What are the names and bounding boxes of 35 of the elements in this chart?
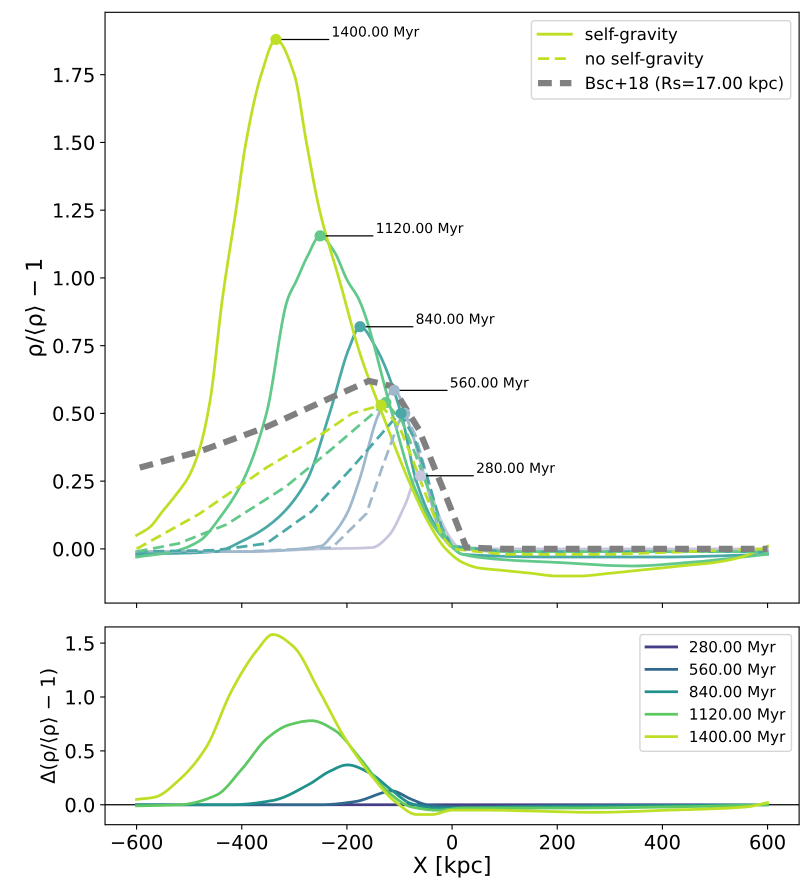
y-tick-label: 0.5 — [66, 744, 94, 759]
x-tick-label: −400 — [217, 834, 268, 850]
legend-label: 1120.00 Myr — [690, 708, 786, 723]
annotation: 1120.00 Myr — [377, 222, 464, 236]
x-tick-label: 0 — [447, 834, 457, 850]
legend-label: 840.00 Myr — [690, 686, 776, 700]
legend-label: Bsc+18 (Rs=17.00 kpc) — [586, 76, 783, 92]
y-tick-label: 1.50 — [54, 135, 94, 150]
x-tick-label: 200 — [540, 834, 575, 850]
annotation: 1400.00 Myr — [333, 26, 420, 40]
y-axis-title: ρ/⟨ρ⟩ − 1 — [24, 260, 46, 356]
y-tick-label: 1.5 — [66, 636, 94, 651]
annotation: 560.00 Myr — [450, 377, 529, 390]
x-axis-title: X [kpc] — [413, 856, 490, 878]
y-tick-label: 0.75 — [53, 338, 94, 354]
y-tick-label: 1.75 — [54, 68, 94, 82]
y-tick-label: 1.0 — [66, 690, 94, 705]
y-axis-title: Δ(ρ/⟨ρ⟩ − 1) — [40, 670, 59, 784]
legend-label: 560.00 Myr — [690, 663, 776, 678]
annotation: 840.00 Myr — [416, 313, 495, 327]
y-tick-label: 0.0 — [66, 798, 94, 812]
y-tick-label: 1.25 — [54, 203, 94, 218]
annotation: 280.00 Myr — [477, 462, 556, 476]
x-tick-label: 600 — [750, 834, 785, 850]
y-tick-label: 0.25 — [53, 474, 94, 489]
legend-label: 1400.00 Myr — [690, 730, 786, 746]
y-tick-label: 0.50 — [53, 406, 94, 422]
x-tick-label: −600 — [112, 834, 162, 850]
y-tick-label: 1.00 — [54, 270, 94, 286]
x-tick-label: −200 — [322, 834, 372, 850]
legend-label: 280.00 Myr — [690, 640, 776, 656]
legend-label: no self-gravity — [586, 52, 704, 68]
x-tick-label: 400 — [644, 834, 680, 850]
y-tick-label: 0.00 — [53, 542, 94, 557]
legend-label: self-gravity — [586, 27, 678, 44]
